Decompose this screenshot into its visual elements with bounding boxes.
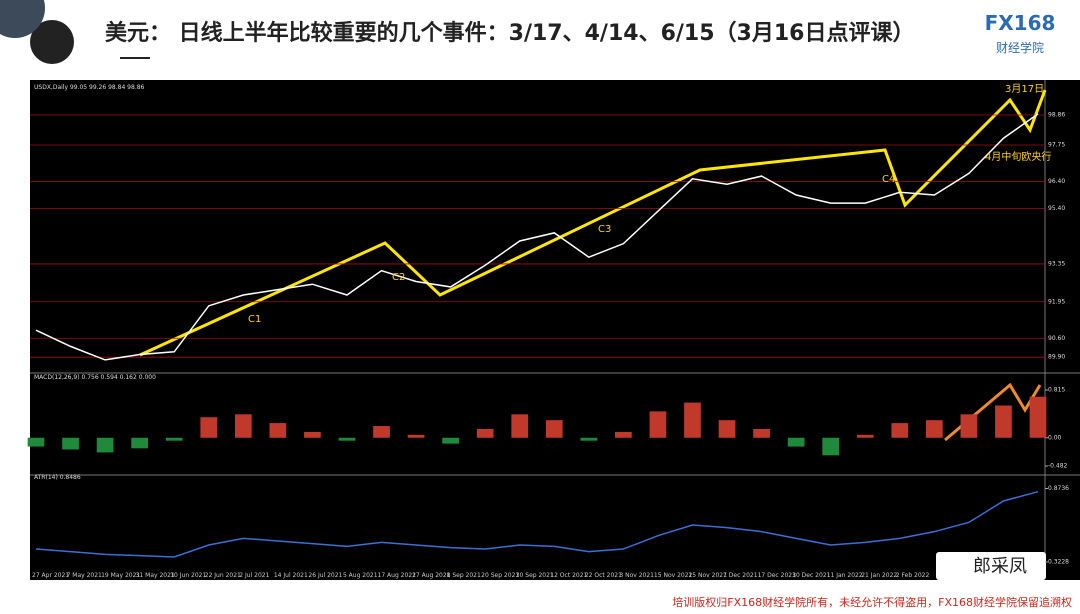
histogram-bar: [684, 402, 701, 438]
histogram-bar: [62, 437, 79, 450]
y-tick-label: 0.00: [1048, 434, 1062, 441]
x-tick-label: 7 Dec 2021: [723, 572, 758, 579]
x-tick-label: 25 Nov 2021: [688, 572, 727, 579]
histogram-bar: [373, 426, 390, 438]
watermark: 郎采凤: [973, 556, 1027, 577]
x-tick-label: 3 Nov 2021: [619, 572, 654, 579]
histogram-bar: [580, 437, 598, 441]
histogram-bar: [822, 437, 840, 456]
x-tick-label: 22 Oct 2021: [585, 572, 622, 579]
x-tick-label: 20 Sep 2021: [481, 572, 519, 579]
x-tick-label: 7 May 2021: [67, 572, 102, 579]
histogram-bar: [615, 431, 632, 438]
histogram-bar: [856, 434, 874, 438]
x-tick-label: 14 Jul 2021: [274, 572, 308, 579]
histogram-bar: [131, 437, 149, 449]
histogram-bar: [27, 437, 45, 447]
histogram-bar: [1029, 396, 1047, 438]
histogram-bar: [718, 420, 736, 438]
annotation: C2: [392, 272, 405, 283]
x-tick-label: 30 Sep 2021: [516, 572, 554, 579]
x-tick-label: 30 Dec 2021: [792, 572, 831, 579]
histogram-bar: [165, 437, 183, 441]
y-tick-label: 96.40: [1048, 178, 1065, 185]
slide-title: 美元： 日线上半年比较重要的几个事件：3/17、4/14、6/15（3月16日点…: [105, 20, 914, 46]
x-tick-label: 2 Feb 2022: [896, 572, 930, 579]
x-tick-label: 8 Sep 2021: [447, 572, 481, 579]
x-tick-label: 26 Jul 2021: [308, 572, 342, 579]
histogram-bar: [925, 420, 943, 438]
panel-header: ATR(14) 0.8486: [34, 474, 81, 481]
logo-sub: 财经学院: [996, 40, 1044, 55]
histogram-bar: [407, 434, 425, 438]
x-tick-label: 27 Apr 2021: [32, 572, 69, 579]
deco-circle: [30, 20, 74, 64]
y-tick-label: 0.3228: [1048, 558, 1069, 565]
panel-header: USDX,Daily 99.05 99.26 98.84 98.86: [34, 84, 145, 91]
annotation: 3月17日: [1005, 83, 1044, 95]
annotation: C4: [882, 174, 895, 185]
histogram-bar: [545, 420, 563, 438]
y-tick-label: 93.35: [1048, 260, 1065, 267]
logo: FX168: [985, 11, 1056, 35]
annotation: 4月中旬欧央行: [985, 150, 1051, 163]
x-tick-label: 5 Aug 2021: [343, 572, 378, 579]
x-tick-label: 22 Jun 2021: [205, 572, 241, 579]
histogram-bar: [753, 428, 770, 438]
footer: 培训版权归FX168财经学院所有，未经允许不得盗用，FX168财经学院保留追溯权: [672, 595, 1072, 609]
x-tick-label: 21 Jan 2022: [861, 572, 897, 579]
x-tick-label: 10 Jun 2021: [170, 572, 206, 579]
y-tick-label: 98.86: [1048, 112, 1065, 119]
y-tick-label: 0.815: [1048, 386, 1065, 393]
deco-circle: [0, 0, 45, 38]
y-tick-label: 95.40: [1048, 205, 1065, 212]
histogram-bar: [442, 437, 459, 444]
histogram-bar: [649, 411, 667, 438]
chart-area: [30, 80, 1080, 580]
y-tick-label: -0.482: [1048, 463, 1068, 470]
x-tick-label: 27 Aug 2021: [412, 572, 451, 579]
x-tick-label: 17 Aug 2021: [378, 572, 417, 579]
histogram-bar: [96, 437, 114, 453]
price-line: [35, 490, 1039, 558]
x-tick-label: 11 Jan 2022: [827, 572, 863, 579]
histogram-bar: [269, 423, 287, 438]
histogram-bar: [234, 414, 252, 438]
histogram-bar: [995, 405, 1012, 438]
price-line: [35, 113, 1039, 361]
x-tick-label: 17 Dec 2021: [758, 572, 797, 579]
histogram-bar: [787, 437, 805, 447]
trend-arrow: [139, 89, 1047, 357]
y-tick-label: 0.8736: [1048, 485, 1069, 492]
y-tick-label: 91.95: [1048, 298, 1065, 305]
panel-header: MACD(12,26,9) 0.756 0.594 0.162 0.000: [34, 374, 156, 381]
watermark-box: [936, 552, 1046, 580]
y-tick-label: 90.60: [1048, 335, 1065, 342]
x-tick-label: 19 May 2021: [101, 572, 140, 579]
histogram-bar: [891, 423, 909, 438]
annotation: C3: [598, 224, 611, 235]
histogram-bar: [338, 437, 356, 441]
x-tick-label: 15 Nov 2021: [654, 572, 693, 579]
x-tick-label: 2 Jul 2021: [239, 572, 269, 579]
x-tick-label: 12 Oct 2021: [550, 572, 587, 579]
histogram-bar: [960, 414, 978, 438]
histogram-bar: [200, 417, 218, 438]
histogram-bar: [511, 414, 529, 438]
y-tick-label: 97.75: [1048, 142, 1065, 149]
annotation: C1: [248, 314, 261, 325]
y-tick-label: 89.90: [1048, 354, 1065, 361]
histogram-bar: [304, 431, 321, 438]
histogram-bar: [476, 428, 494, 438]
x-tick-label: 31 May 2021: [136, 572, 175, 579]
